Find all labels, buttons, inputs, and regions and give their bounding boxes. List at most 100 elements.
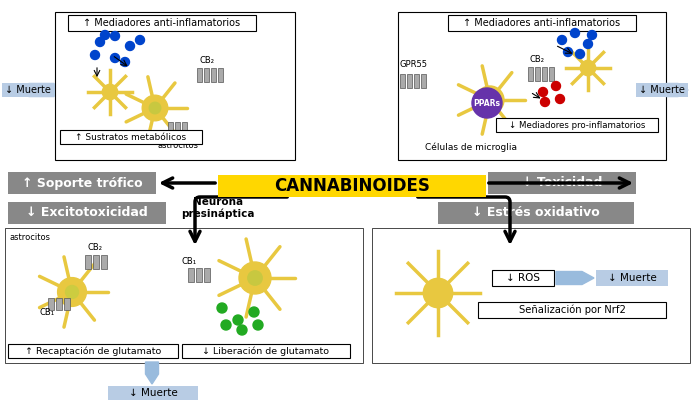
FancyBboxPatch shape (5, 228, 363, 363)
Circle shape (575, 49, 584, 58)
FancyBboxPatch shape (168, 122, 173, 134)
FancyBboxPatch shape (182, 344, 350, 358)
FancyBboxPatch shape (55, 12, 295, 160)
Circle shape (540, 98, 550, 107)
FancyBboxPatch shape (48, 298, 54, 310)
FancyBboxPatch shape (211, 68, 216, 82)
FancyBboxPatch shape (64, 298, 70, 310)
Text: ↓ Liberación de glutamato: ↓ Liberación de glutamato (202, 346, 330, 356)
Text: astrocitos: astrocitos (10, 233, 51, 242)
Circle shape (249, 307, 259, 317)
Circle shape (149, 102, 161, 114)
Circle shape (95, 38, 104, 47)
Circle shape (125, 41, 134, 51)
Circle shape (587, 30, 596, 40)
FancyBboxPatch shape (56, 298, 62, 310)
FancyBboxPatch shape (196, 268, 202, 282)
FancyBboxPatch shape (204, 268, 210, 282)
FancyBboxPatch shape (93, 255, 99, 269)
Circle shape (580, 60, 596, 76)
Text: GPR55: GPR55 (400, 60, 428, 69)
Text: CB₂: CB₂ (87, 243, 102, 252)
Text: CB₁: CB₁ (40, 308, 55, 317)
FancyBboxPatch shape (398, 12, 666, 160)
Text: ↓ Estrés oxidativo: ↓ Estrés oxidativo (472, 207, 600, 220)
Circle shape (136, 36, 144, 45)
FancyBboxPatch shape (478, 302, 666, 318)
FancyArrow shape (146, 362, 158, 384)
Circle shape (538, 87, 547, 96)
Circle shape (221, 320, 231, 330)
Text: ↓ ROS: ↓ ROS (506, 273, 540, 283)
Circle shape (111, 53, 120, 62)
FancyBboxPatch shape (636, 83, 688, 97)
Text: ↓ Muerte: ↓ Muerte (639, 85, 685, 95)
Circle shape (233, 315, 243, 325)
Circle shape (90, 51, 99, 60)
Circle shape (237, 325, 247, 335)
Text: CB₂: CB₂ (530, 55, 545, 64)
FancyBboxPatch shape (101, 255, 107, 269)
Circle shape (217, 303, 227, 313)
FancyBboxPatch shape (85, 255, 91, 269)
Text: ↓ Toxicidad: ↓ Toxicidad (522, 177, 602, 190)
Circle shape (101, 30, 109, 40)
FancyBboxPatch shape (414, 74, 419, 88)
Text: ↑ Soporte trófico: ↑ Soporte trófico (22, 177, 142, 190)
Circle shape (120, 58, 130, 66)
Circle shape (564, 47, 573, 57)
Text: ↓ Muerte: ↓ Muerte (129, 388, 177, 398)
FancyBboxPatch shape (8, 202, 166, 224)
FancyBboxPatch shape (448, 15, 636, 31)
FancyBboxPatch shape (2, 83, 54, 97)
Text: ↓ Muerte: ↓ Muerte (5, 85, 51, 95)
Circle shape (472, 88, 502, 118)
FancyArrow shape (19, 83, 54, 96)
Circle shape (239, 262, 271, 294)
FancyBboxPatch shape (488, 172, 636, 194)
Text: ↓ Mediadores pro-inflamatorios: ↓ Mediadores pro-inflamatorios (509, 121, 645, 130)
Circle shape (102, 84, 118, 100)
Circle shape (66, 286, 78, 298)
Circle shape (476, 86, 504, 114)
FancyArrow shape (666, 83, 688, 96)
Text: Células de microglia: Células de microglia (425, 143, 517, 152)
FancyBboxPatch shape (68, 15, 256, 31)
Circle shape (424, 278, 453, 308)
FancyBboxPatch shape (175, 122, 180, 134)
Text: CB₁: CB₁ (182, 257, 197, 266)
FancyBboxPatch shape (535, 67, 540, 81)
Text: CB₂: CB₂ (200, 56, 215, 65)
Circle shape (552, 81, 561, 90)
Circle shape (484, 94, 496, 106)
FancyBboxPatch shape (8, 172, 156, 194)
FancyBboxPatch shape (407, 74, 412, 88)
Text: ↓ Muerte: ↓ Muerte (608, 273, 657, 283)
Text: PPARs: PPARs (473, 98, 500, 107)
Circle shape (253, 320, 263, 330)
FancyBboxPatch shape (197, 68, 202, 82)
FancyBboxPatch shape (218, 175, 486, 197)
Circle shape (557, 36, 566, 45)
FancyBboxPatch shape (108, 386, 198, 400)
Circle shape (142, 95, 168, 121)
FancyBboxPatch shape (8, 344, 178, 358)
FancyBboxPatch shape (542, 67, 547, 81)
Circle shape (570, 28, 580, 38)
Circle shape (556, 94, 564, 104)
Text: ↑ Sustratos metabólicos: ↑ Sustratos metabólicos (76, 132, 187, 141)
FancyArrow shape (556, 271, 594, 284)
FancyBboxPatch shape (496, 118, 658, 132)
Text: Señalización por Nrf2: Señalización por Nrf2 (519, 305, 625, 315)
Text: CB₁: CB₁ (160, 131, 175, 140)
Text: CANNABINOIDES: CANNABINOIDES (274, 177, 430, 195)
Text: ↑ Mediadores anti-inflamatorios: ↑ Mediadores anti-inflamatorios (463, 18, 621, 28)
FancyBboxPatch shape (188, 268, 194, 282)
FancyBboxPatch shape (596, 270, 668, 286)
FancyBboxPatch shape (204, 68, 209, 82)
FancyBboxPatch shape (372, 228, 690, 363)
Circle shape (111, 32, 120, 40)
FancyBboxPatch shape (60, 130, 202, 144)
Circle shape (248, 271, 262, 285)
Text: ↑ Recaptación de glutamato: ↑ Recaptación de glutamato (25, 346, 161, 356)
